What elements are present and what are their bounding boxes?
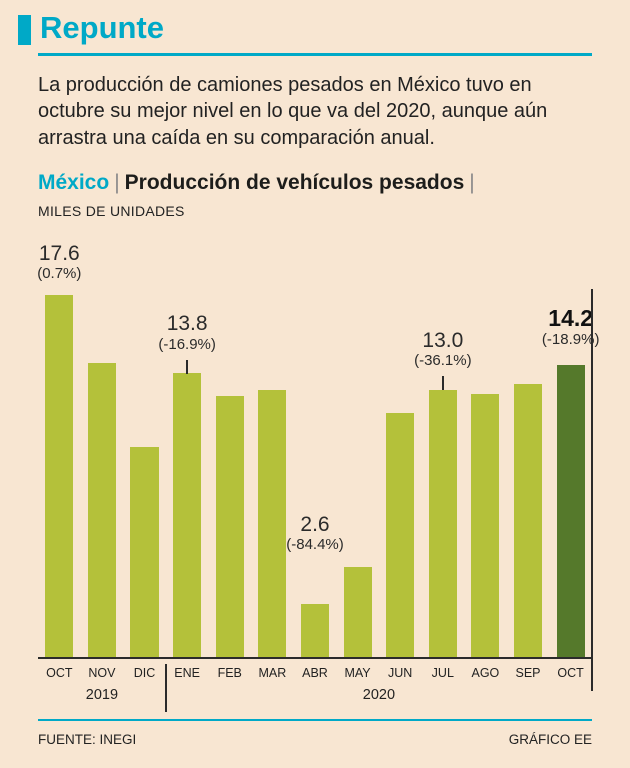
bar-slot: [123, 447, 166, 658]
bar-slot: [38, 295, 81, 658]
title-accent-block: [18, 15, 31, 45]
bar-jul-9: [428, 389, 457, 658]
bar-slot: [294, 603, 337, 658]
bar-nov-1: [87, 363, 116, 658]
year-axis: 2019 2020: [38, 687, 592, 703]
bar-mar-5: [258, 389, 287, 658]
subtitle-separator: |: [114, 171, 120, 195]
bar-feb-4: [215, 396, 244, 658]
title-row: Repunte: [18, 10, 592, 45]
month-label: OCT: [557, 666, 584, 681]
bar-slot: [421, 389, 464, 658]
year-label-2019: 2019: [85, 687, 119, 704]
footer: FUENTE: INEGI GRÁFICO EE: [38, 732, 592, 747]
month-label: JUL: [431, 666, 454, 681]
year-label-2020: 2020: [362, 687, 396, 704]
month-label: JUN: [388, 666, 413, 681]
bar-slot: [464, 394, 507, 658]
month-label: ABR: [302, 666, 328, 681]
month-label: NOV: [88, 666, 116, 681]
subtitle-separator-2: |: [469, 171, 475, 195]
source-label: FUENTE: INEGI: [38, 732, 137, 748]
bar-abr-6: [300, 603, 330, 658]
month-label: MAR: [258, 666, 287, 681]
bar-slot: [549, 365, 592, 658]
bar-chart: 17.6 (0.7%) 13.8 (-16.9%) 2.6 (-84.4%) 13.0 (-3…: [37, 229, 599, 692]
chart-subtitle: México | Producción de vehículos pesados |: [38, 171, 592, 195]
bar-slot: [251, 389, 294, 658]
bar-dic-2: [130, 447, 159, 658]
bar-jun-8: [386, 412, 415, 658]
month-label: AGO: [471, 666, 500, 681]
bar-may-7: [343, 566, 372, 658]
month-label: OCT: [46, 666, 73, 681]
month-axis: OCT NOV DIC ENE FEB MAR ABR MAY JUN JUL AGO SEP OCT: [38, 666, 592, 680]
month-label: MAY: [344, 666, 371, 681]
intro-text: La producción de camiones pesados en Méx…: [38, 74, 548, 149]
right-axis-line: [591, 289, 593, 692]
subtitle-region: México: [38, 171, 110, 195]
bar-slot: [166, 373, 209, 658]
bar-ago-10: [471, 394, 500, 658]
bar-slot: [336, 566, 379, 658]
axis-area: OCT NOV DIC ENE FEB MAR ABR MAY JUN JUL AGO SEP OCT …: [38, 664, 592, 713]
month-label: ENE: [174, 666, 200, 681]
bar-ene-3: [173, 373, 202, 658]
bar-slot: [507, 383, 550, 658]
bars: [38, 229, 592, 658]
page-title: Repunte: [40, 10, 164, 45]
footer-rule: [38, 719, 592, 722]
title-rule: [38, 53, 592, 56]
bar-slot: [379, 412, 422, 658]
bar-oct-0: [45, 295, 74, 658]
bar-sep-11: [513, 383, 543, 658]
year-divider-line: [164, 664, 167, 713]
credit-label: GRÁFICO EE: [508, 732, 592, 748]
bar-slot: [81, 363, 124, 658]
chart-title: Producción de vehículos pesados: [124, 171, 465, 195]
bar-oct-12: [556, 365, 585, 658]
month-label: SEP: [515, 666, 541, 681]
month-label: DIC: [133, 666, 156, 681]
bar-slot: [208, 396, 251, 658]
month-label: FEB: [217, 666, 242, 681]
units-label: MILES DE UNIDADES: [38, 203, 185, 220]
